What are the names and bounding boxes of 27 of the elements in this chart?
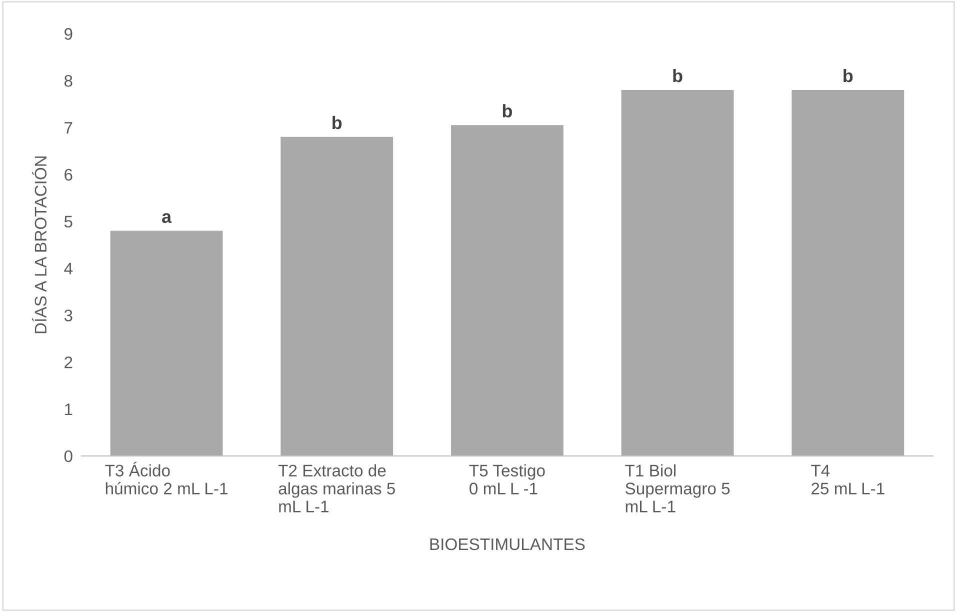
- annotation: b: [502, 104, 512, 118]
- bar: [450, 125, 564, 456]
- y-tick-label: 2: [64, 356, 72, 368]
- bar: [280, 136, 394, 456]
- annotation: b: [332, 116, 342, 130]
- bar: [110, 230, 223, 456]
- annotation: b: [844, 68, 853, 82]
- x-tick-label: T4 25 mL L-1: [811, 464, 884, 494]
- x-axis-title: BIOESTIMULANTES: [430, 538, 585, 550]
- x-tick-label: T5 Testigo 0 mL L -1: [469, 464, 545, 494]
- annotation: a: [162, 213, 172, 223]
- y-axis-title: DÍAS A LA BROTACIÓN: [32, 156, 47, 334]
- annotation: b: [673, 68, 682, 82]
- y-tick-label: 7: [64, 122, 72, 134]
- y-tick-label: 9: [64, 28, 72, 40]
- bar: [792, 90, 904, 456]
- y-tick-label: 8: [64, 74, 72, 87]
- x-tick-label: T1 Biol Supermagro 5 mL L-1: [625, 464, 730, 512]
- y-tick-label: 6: [64, 168, 72, 181]
- x-tick-label: T2 Extracto de algas marinas 5 mL L-1: [278, 464, 395, 512]
- y-tick-label: 3: [64, 310, 72, 322]
- y-tick-label: 1: [65, 404, 72, 416]
- x-tick-label: T3 Ácido húmico 2 mL L-1: [105, 462, 228, 494]
- bar: [621, 90, 734, 456]
- y-tick-label: 5: [64, 216, 72, 228]
- y-tick-label: 0: [64, 450, 72, 462]
- y-tick-label: 4: [64, 262, 73, 274]
